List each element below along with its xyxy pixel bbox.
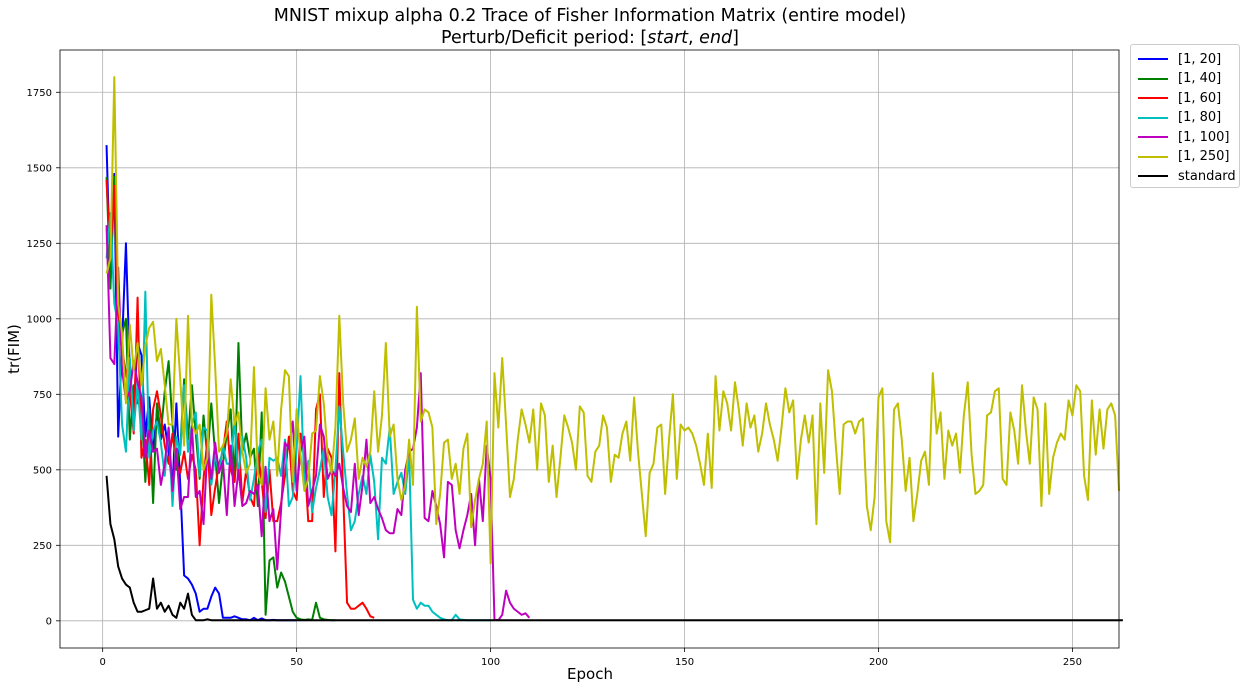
- chart-title: MNIST mixup alpha 0.2 Trace of Fisher In…: [273, 6, 907, 26]
- series-line: [105, 475, 1123, 622]
- legend-swatch: [1138, 175, 1168, 177]
- series-line: [105, 175, 336, 622]
- series-line: [105, 76, 1120, 565]
- legend-swatch: [1138, 116, 1168, 119]
- subtitle-suffix: ]: [732, 28, 739, 48]
- legend-item: [1, 20]: [1138, 50, 1221, 68]
- legend-item: [1, 100]: [1138, 128, 1230, 146]
- x-axis-label: Epoch: [567, 665, 613, 683]
- x-tick-label: 150: [675, 657, 694, 668]
- y-tick-label: 1250: [27, 239, 52, 250]
- subtitle-end: end: [699, 28, 733, 48]
- legend-label: [1, 60]: [1178, 90, 1222, 106]
- legend-item: [1, 40]: [1138, 70, 1221, 88]
- legend-swatch: [1138, 97, 1168, 99]
- x-tick-label: 200: [869, 657, 888, 668]
- subtitle-prefix: Perturb/Deficit period: [: [441, 28, 648, 48]
- x-tick-label: 100: [481, 657, 500, 668]
- legend-item: [1, 80]: [1138, 109, 1221, 127]
- chart-subtitle: Perturb/Deficit period: [start, end]: [60, 27, 1120, 49]
- y-tick-label: 500: [33, 465, 52, 476]
- legend-label: [1, 250]: [1178, 149, 1230, 164]
- x-tick-label: 250: [1063, 657, 1082, 668]
- x-tick-label: 50: [290, 657, 303, 668]
- legend-label: [1, 80]: [1178, 110, 1222, 125]
- x-tick-label: 0: [99, 657, 105, 668]
- y-tick-label: 0: [46, 616, 52, 627]
- plot-frame: [59, 49, 1120, 649]
- legend-swatch: [1138, 77, 1168, 80]
- y-tick-label: 250: [33, 541, 52, 552]
- legend: [1, 20] [1, 40] [1, 60] [1, 80] [1, 100] [1, …: [1130, 44, 1240, 188]
- y-tick-label: 1500: [27, 163, 52, 174]
- subtitle-start: start: [647, 28, 689, 48]
- legend-swatch: [1138, 155, 1168, 158]
- y-axis-label: tr(FIM): [5, 324, 23, 374]
- legend-label: standard: [1178, 168, 1236, 184]
- legend-item: [1, 250]: [1138, 148, 1230, 166]
- legend-label: [1, 40]: [1178, 71, 1222, 86]
- legend-item: [1, 60]: [1138, 89, 1221, 107]
- legend-swatch: [1138, 58, 1168, 60]
- y-tick-label: 1000: [27, 314, 52, 325]
- series-line: [105, 212, 491, 622]
- legend-label: [1, 20]: [1178, 51, 1222, 67]
- subtitle-sep: ,: [688, 28, 700, 48]
- legend-swatch: [1138, 136, 1168, 138]
- legend-label: [1, 100]: [1178, 129, 1230, 145]
- legend-item: standard: [1138, 167, 1236, 185]
- y-tick-label: 750: [33, 390, 52, 401]
- y-tick-label: 1750: [27, 88, 52, 99]
- series-line: [105, 225, 531, 622]
